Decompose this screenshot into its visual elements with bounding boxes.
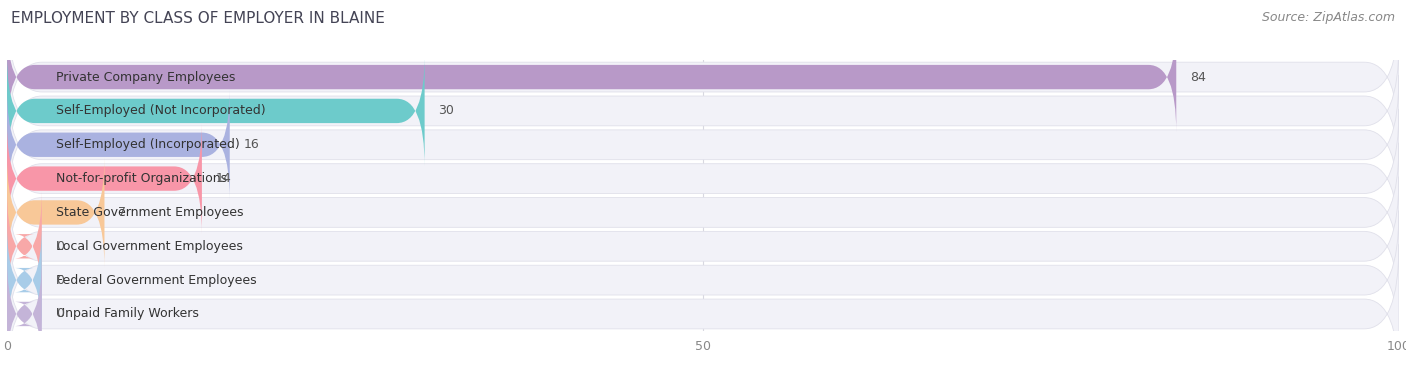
FancyBboxPatch shape (7, 75, 1399, 214)
FancyBboxPatch shape (7, 8, 1399, 147)
FancyBboxPatch shape (7, 143, 1399, 282)
Text: Local Government Employees: Local Government Employees (56, 240, 243, 253)
Text: Unpaid Family Workers: Unpaid Family Workers (56, 308, 198, 320)
Text: Not-for-profit Organizations: Not-for-profit Organizations (56, 172, 226, 185)
FancyBboxPatch shape (7, 244, 1399, 376)
Text: Self-Employed (Not Incorporated): Self-Employed (Not Incorporated) (56, 105, 266, 117)
Text: Self-Employed (Incorporated): Self-Employed (Incorporated) (56, 138, 239, 151)
FancyBboxPatch shape (7, 21, 1177, 133)
FancyBboxPatch shape (7, 224, 42, 336)
Text: Source: ZipAtlas.com: Source: ZipAtlas.com (1261, 11, 1395, 24)
FancyBboxPatch shape (7, 55, 425, 167)
Text: 0: 0 (56, 308, 63, 320)
FancyBboxPatch shape (7, 258, 42, 370)
Text: State Government Employees: State Government Employees (56, 206, 243, 219)
Text: 7: 7 (118, 206, 127, 219)
Text: 0: 0 (56, 274, 63, 287)
Text: Federal Government Employees: Federal Government Employees (56, 274, 256, 287)
FancyBboxPatch shape (7, 211, 1399, 350)
FancyBboxPatch shape (7, 123, 202, 234)
Text: EMPLOYMENT BY CLASS OF EMPLOYER IN BLAINE: EMPLOYMENT BY CLASS OF EMPLOYER IN BLAIN… (11, 11, 385, 26)
Text: 0: 0 (56, 240, 63, 253)
FancyBboxPatch shape (7, 177, 1399, 316)
FancyBboxPatch shape (7, 109, 1399, 248)
Text: 16: 16 (243, 138, 260, 151)
Text: Private Company Employees: Private Company Employees (56, 71, 235, 83)
Text: 14: 14 (217, 172, 232, 185)
Text: 30: 30 (439, 105, 454, 117)
FancyBboxPatch shape (7, 157, 104, 268)
FancyBboxPatch shape (7, 191, 42, 302)
FancyBboxPatch shape (7, 89, 229, 200)
FancyBboxPatch shape (7, 41, 1399, 180)
Text: 84: 84 (1191, 71, 1206, 83)
